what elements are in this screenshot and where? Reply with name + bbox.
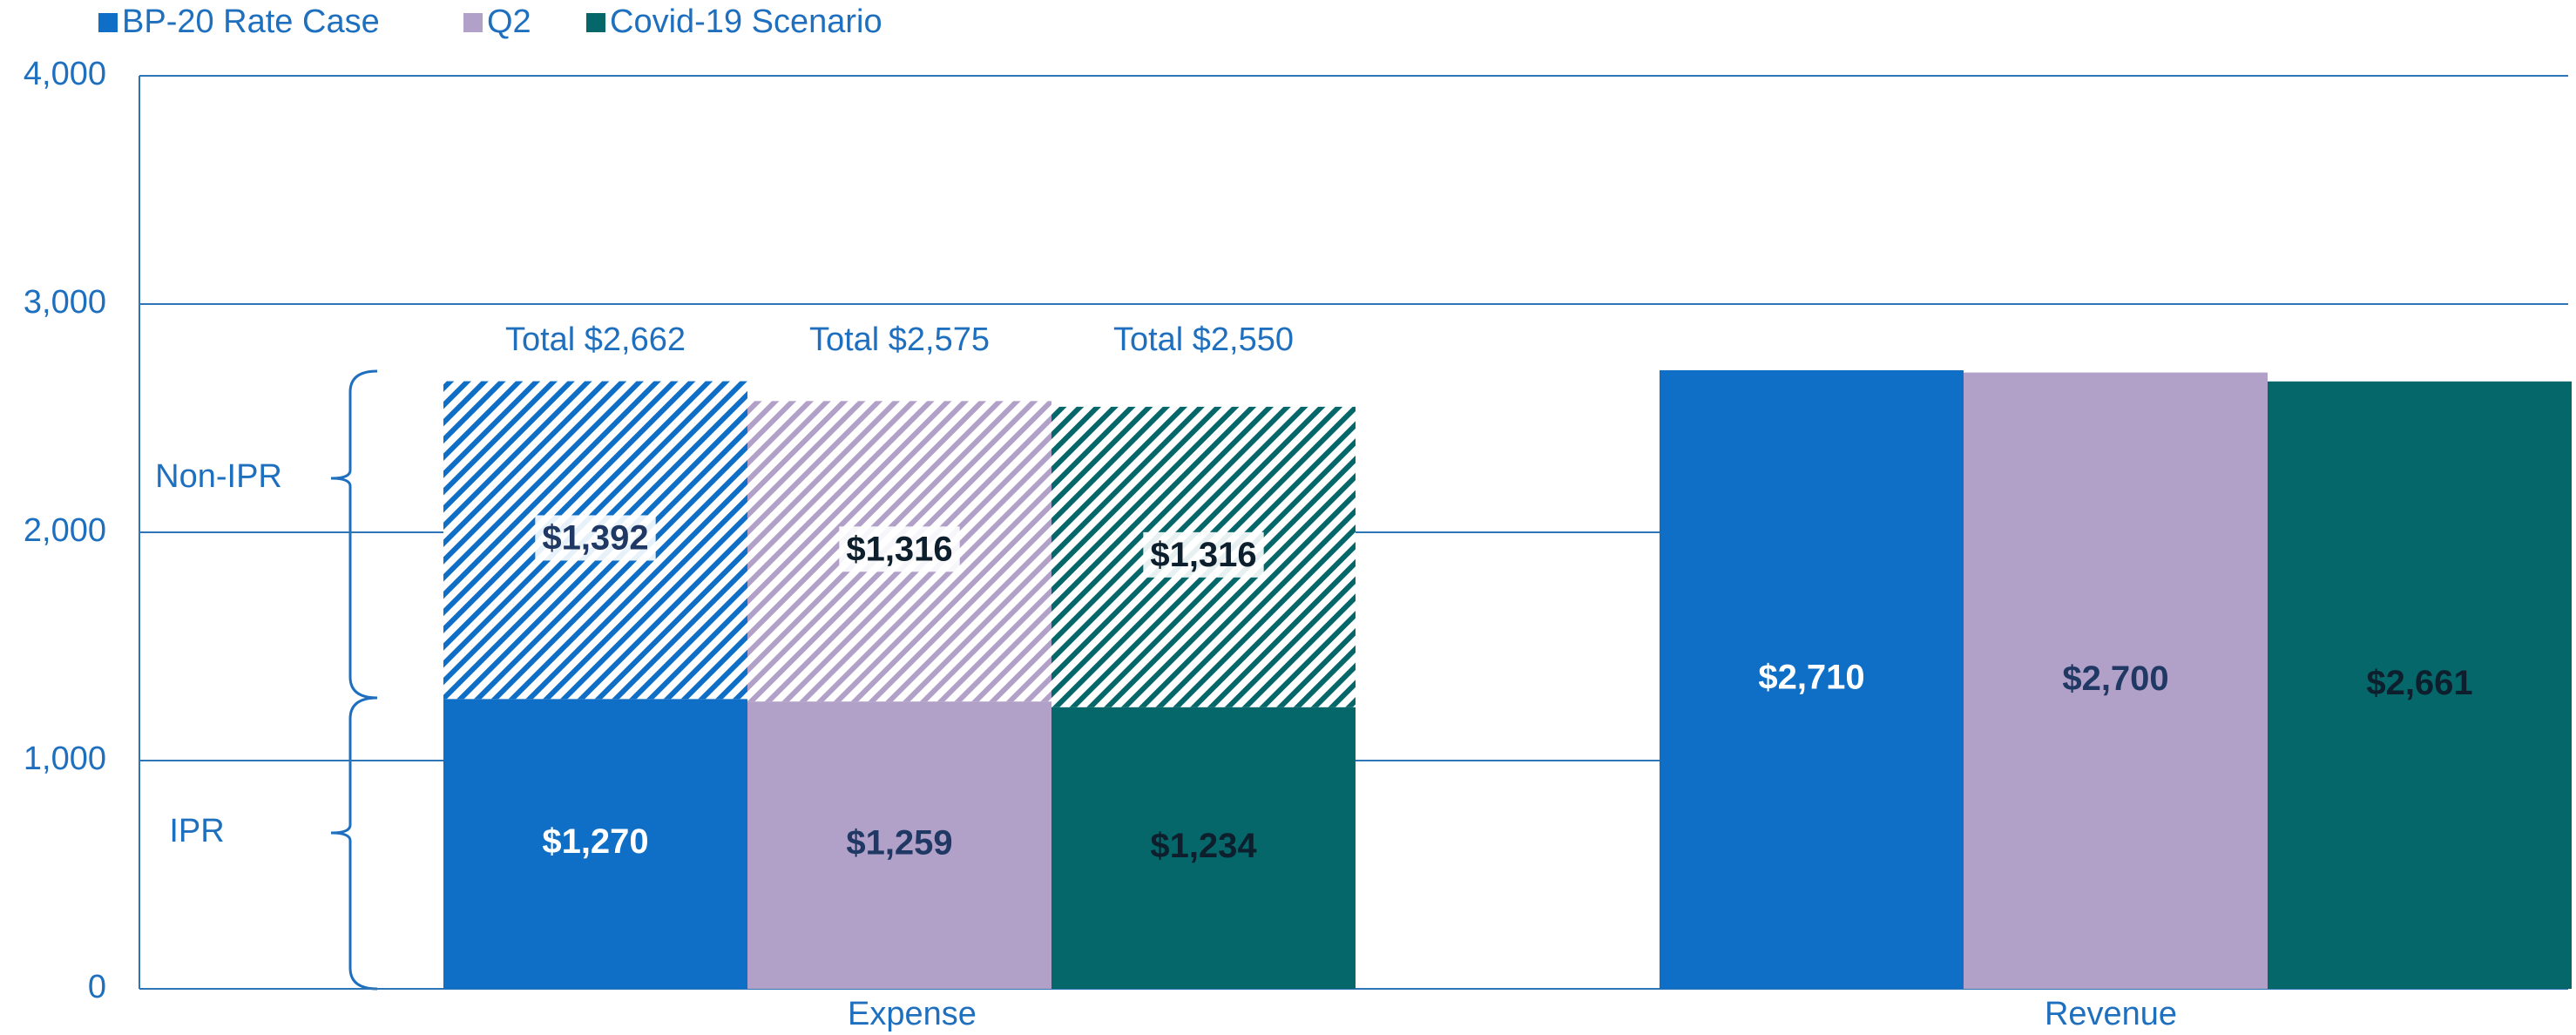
- annotation: IPR: [169, 813, 224, 849]
- bar: [1660, 369, 1964, 990]
- legend-label: Covid-19 Scenario: [610, 3, 882, 40]
- total-label: Total $2,575: [809, 321, 990, 358]
- value-label: $1,316: [1150, 536, 1256, 574]
- x-tick-label: Revenue: [2045, 996, 2177, 1032]
- value-label: $1,259: [846, 824, 952, 862]
- total-label: Total $2,550: [1113, 321, 1294, 358]
- value-label: $1,234: [1150, 827, 1257, 865]
- y-tick-label: 3,000: [24, 284, 106, 321]
- bar: [443, 699, 747, 989]
- value-label: $2,700: [2062, 660, 2168, 698]
- label-bg: [839, 526, 960, 572]
- value-label: $2,661: [2366, 664, 2472, 702]
- value-label: $1,270: [542, 822, 648, 861]
- y-tick-label: 0: [88, 969, 106, 1005]
- bar: [1964, 372, 2268, 990]
- brace: [330, 696, 378, 991]
- label-bg: [535, 515, 656, 561]
- total-label: Total $2,662: [505, 321, 686, 358]
- y-tick-label: 2,000: [24, 512, 106, 549]
- legend-swatch: [98, 13, 118, 32]
- bar: [2268, 381, 2572, 989]
- bar: [1051, 707, 1356, 989]
- legend-swatch: [586, 13, 605, 32]
- bar: [747, 701, 1051, 989]
- value-label: $1,392: [542, 518, 648, 557]
- legend-swatch: [463, 13, 483, 32]
- y-tick-label: 1,000: [24, 741, 106, 777]
- value-label: $2,710: [1758, 659, 1864, 697]
- brace: [330, 369, 378, 700]
- value-label: $1,316: [846, 530, 952, 568]
- y-tick-label: 4,000: [24, 56, 106, 92]
- annotation: Non-IPR: [155, 458, 282, 495]
- label-bg: [1143, 531, 1264, 578]
- legend-label: Q2: [487, 3, 531, 40]
- legend-label: BP-20 Rate Case: [122, 3, 380, 40]
- x-tick-label: Expense: [848, 996, 977, 1032]
